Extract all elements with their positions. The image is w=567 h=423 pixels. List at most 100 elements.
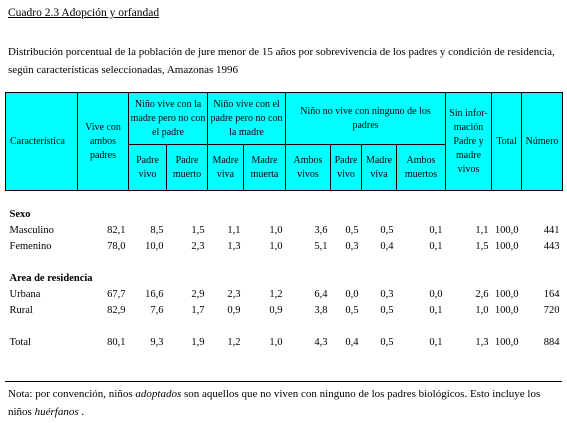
header-padre-muerto: Padre muerto [166,144,208,191]
cell: 1,2 [227,337,241,348]
cell: 10,0 [145,241,164,252]
header-sin-info: Sin infor- mación Padre y madre vivos [445,92,493,191]
cell: 82,1 [107,225,126,236]
header-vive-ambos: Vive con ambos padres [77,92,129,191]
total-row: Total 80,1 9,3 1,9 1,2 1,0 4,3 0,4 0,5 0… [6,335,563,351]
cell: 100,0 [494,241,519,252]
cell: 0,9 [227,305,241,316]
footnote-divider [5,381,562,382]
row-label: Femenino [9,241,52,252]
cell: 441 [543,225,560,236]
table-row: Urbana 67,7 16,6 2,9 2,3 1,2 6,4 0,0 0,3… [6,287,563,303]
footnote-text-3: . [78,406,85,418]
cell: 2,3 [191,241,205,252]
section-label-sexo: Sexo [9,209,31,220]
cell: 2,6 [475,289,489,300]
footnote-text-1: Nota: por convención, niños [8,388,136,400]
table-body: Sexo Masculino 82,1 8,5 1,5 1,1 1,0 3,6 … [6,191,563,352]
cell: 82,9 [107,305,126,316]
cell: 1,3 [475,337,489,348]
cell: 0,0 [345,289,359,300]
cell: 0,3 [345,241,359,252]
cell: 443 [543,241,560,252]
cell: 16,6 [145,289,164,300]
cell: 0,5 [380,305,394,316]
data-table: Característica Vive con ambos padres Niñ… [5,92,564,352]
cell: 67,7 [107,289,126,300]
header-group-madre: Niño vive con la madre pero no con el pa… [128,92,208,145]
cell: 8,5 [150,225,164,236]
header-total: Total [491,92,523,191]
cell: 884 [543,337,560,348]
cell: 1,0 [269,225,283,236]
cell: 3,6 [314,225,328,236]
cell: 1,0 [269,241,283,252]
cell: 1,5 [475,241,489,252]
cell: 3,8 [314,305,328,316]
header-madre-muerta: Madre muerta [243,144,286,191]
cell: 0,4 [380,241,394,252]
cell: 100,0 [494,305,519,316]
header-ambos-muertos: Ambos muertos [395,144,447,191]
footnote-text-2: son aquellos que no viven con ninguno de… [8,388,541,418]
row-label: Total [9,337,31,348]
cell: 9,3 [150,337,164,348]
header-caracteristica: Característica [5,92,78,191]
cell: 1,3 [227,241,241,252]
header-padre-vivo: Padre vivo [128,144,167,191]
cell: 7,6 [150,305,164,316]
table-description: Distribución porcentual de la población … [8,46,555,76]
cell: 720 [543,305,560,316]
cell: 1,1 [475,225,489,236]
cell: 1,0 [475,305,489,316]
cell: 0,1 [429,305,443,316]
cell: 0,1 [429,337,443,348]
cell: 0,5 [380,225,394,236]
header-madre-viva-2: Madre viva [361,144,397,191]
cell: 1,0 [269,337,283,348]
header-madre-viva: Madre viva [207,144,244,191]
cell: 1,2 [269,289,283,300]
section-label-area: Area de residencia [9,273,93,284]
table-title: Cuadro 2.3 Adopción y orfandad [8,7,160,19]
table-row: Masculino 82,1 8,5 1,5 1,1 1,0 3,6 0,5 0… [6,223,563,239]
cell: 164 [543,289,560,300]
cell: 4,3 [314,337,328,348]
cell: 100,0 [494,289,519,300]
footnote: Nota: por convención, niños adoptados so… [8,385,560,421]
header-padre-vivo-2: Padre vivo [330,144,362,191]
cell: 0,1 [429,225,443,236]
table-header: Característica Vive con ambos padres Niñ… [5,92,564,191]
cell: 2,3 [227,289,241,300]
cell: 100,0 [494,337,519,348]
table-row: Rural 82,9 7,6 1,7 0,9 0,9 3,8 0,5 0,5 0… [6,303,563,319]
cell: 0,5 [345,225,359,236]
header-group-ninguno: Niño no vive con ninguno de los padres [284,92,447,145]
header-group-padre: Niño vive con el padre pero no con la ma… [207,92,286,145]
cell: 0,9 [269,305,283,316]
cell: 0,0 [429,289,443,300]
cell: 6,4 [314,289,328,300]
cell: 1,5 [191,225,205,236]
cell: 0,4 [345,337,359,348]
cell: 80,1 [107,337,126,348]
cell: 0,5 [380,337,394,348]
cell: 1,7 [191,305,205,316]
row-label: Rural [9,305,33,316]
cell: 0,5 [345,305,359,316]
footnote-term-huerfanos: huérfanos [34,406,79,418]
cell: 0,3 [380,289,394,300]
cell: 0,1 [429,241,443,252]
cell: 1,9 [191,337,205,348]
header-ambos-vivos: Ambos vivos [285,144,331,191]
cell: 100,0 [494,225,519,236]
cell: 5,1 [314,241,328,252]
row-label: Urbana [9,289,41,300]
table-row: Femenino 78,0 10,0 2,3 1,3 1,0 5,1 0,3 0… [6,239,563,255]
cell: 1,1 [227,225,241,236]
cell: 78,0 [107,241,126,252]
header-numero: Número [521,92,564,191]
footnote-term-adoptados: adoptados [135,388,182,400]
cell: 2,9 [191,289,205,300]
row-label: Masculino [9,225,54,236]
